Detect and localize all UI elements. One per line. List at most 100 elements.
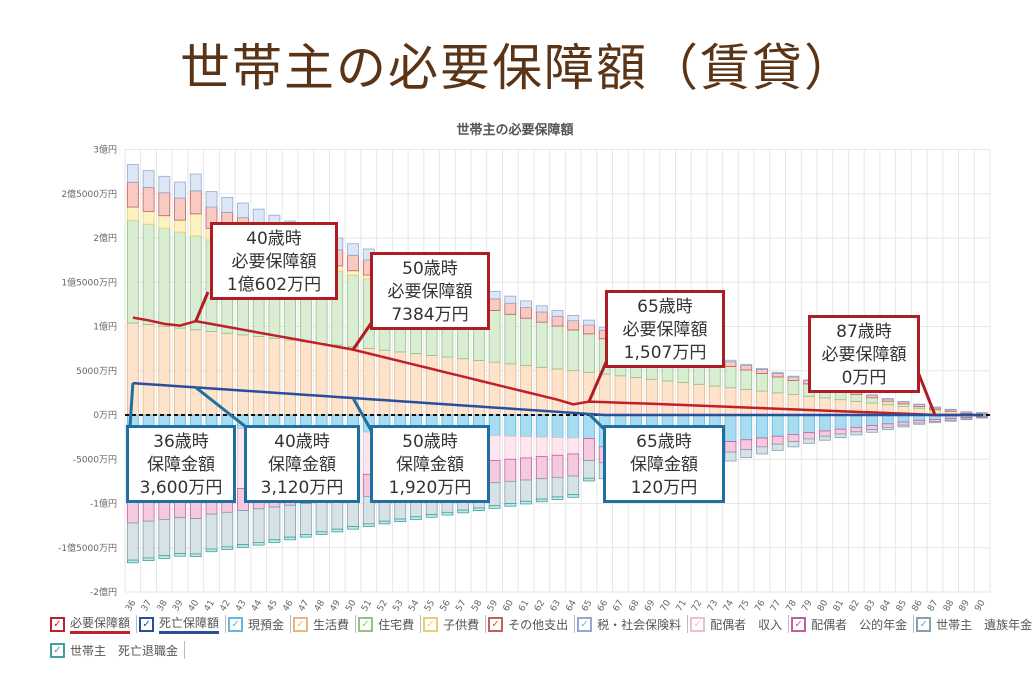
- x-tick-label: 81: [832, 599, 846, 614]
- bar-segment-s11-age62: [535, 498, 548, 503]
- bar-segment-s9-age59: [488, 460, 501, 484]
- bar-segment-s9-age78: [787, 434, 800, 442]
- bar-segment-s7-age75: [740, 363, 753, 366]
- checkbox-icon[interactable]: ✓: [139, 616, 155, 632]
- bar-segment-s10-age49: [331, 499, 344, 530]
- bar-segment-s6-age74: [724, 361, 737, 367]
- legend: ✓ 必要保障額 ✓ 死亡保障額 ✓ 現預金 ✓ 生活費 ✓ 住宅費 ✓ 子供費 ✓ その他支出 ✓ 税・社会保…: [48, 613, 1032, 665]
- x-tick-label: 64: [564, 598, 579, 613]
- bar-segment-s4-age76: [756, 373, 768, 392]
- legend-item[interactable]: ✓ 世帯主 遺族年金: [914, 615, 1036, 633]
- bar-segment-s6-age50: [347, 254, 359, 272]
- bar-segment-s3-age48: [315, 343, 328, 416]
- bar-segment-s11-age51: [362, 523, 375, 527]
- callout-text: 65歳時: [637, 297, 693, 317]
- legend-item[interactable]: ✓ 配偶者 公的年金: [789, 615, 915, 633]
- bar-segment-s6-age40: [189, 190, 202, 215]
- y-tick-label: -2億円: [90, 586, 117, 598]
- bar-segment-s3-age66: [598, 373, 611, 416]
- bar-segment-s5-age37: [142, 210, 155, 225]
- legend-label: 配偶者 公的年金: [811, 617, 908, 632]
- checkbox-icon[interactable]: ✓: [488, 616, 504, 632]
- bar-segment-s6-age62: [535, 311, 548, 323]
- x-tick-label: 67: [612, 599, 626, 614]
- bar-segment-s4-age60: [504, 313, 517, 365]
- y-tick-label: -1億円: [90, 498, 117, 510]
- bar-segment-s6-age63: [551, 315, 564, 327]
- checkbox-icon[interactable]: ✓: [293, 616, 309, 632]
- bar-segment-s9-age76: [756, 437, 768, 448]
- bar-segment-s7-age38: [158, 175, 171, 194]
- x-tick-label: 43: [234, 599, 248, 614]
- legend-item[interactable]: ✓ 税・社会保険料: [575, 615, 689, 633]
- bar-segment-s3-age52: [378, 349, 391, 416]
- legend-item[interactable]: ✓ 子供費: [421, 615, 487, 633]
- bar-segment-s6-age59: [488, 298, 501, 311]
- bar-segment-s2-age83: [866, 414, 878, 427]
- legend-item[interactable]: ✓ 住宅費: [356, 615, 422, 633]
- checkbox-icon[interactable]: ✓: [916, 616, 932, 632]
- bar-segment-s7-age39: [174, 181, 186, 199]
- callout-box: 40歳時 保障金額 3,120万円: [244, 425, 360, 503]
- x-tick-label: 72: [690, 599, 704, 614]
- bar-segment-s3-age79: [803, 395, 816, 416]
- bar-segment-s7-age41: [205, 191, 218, 208]
- bar-segment-s10-age88: [944, 419, 957, 422]
- bar-segment-s2-age59: [488, 414, 501, 437]
- bar-segment-s10-age60: [504, 480, 517, 504]
- legend-row: ✓ 必要保障額 ✓ 死亡保障額 ✓ 現預金 ✓ 生活費 ✓ 住宅費 ✓ 子供費 ✓ その他支出 ✓ 税・社会保…: [48, 613, 1032, 635]
- bar-segment-s2-age74: [724, 414, 737, 442]
- bar-segment-s11-age39: [174, 553, 186, 557]
- bar-segment-s7-age59: [488, 290, 501, 300]
- legend-item[interactable]: ✓ 必要保障額: [48, 615, 138, 634]
- callout-text: 3,120万円: [260, 478, 344, 498]
- bar-segment-s10-age62: [535, 478, 548, 500]
- legend-item[interactable]: ✓ 配偶者 収入: [688, 615, 790, 633]
- y-tick-label: -5000万円: [73, 454, 117, 465]
- bar-segment-s10-age44: [252, 508, 265, 543]
- bar-segment-s10-age89: [960, 418, 973, 421]
- legend-item[interactable]: ✓ その他支出: [486, 615, 576, 633]
- x-tick-label: 90: [973, 598, 988, 613]
- x-tick-label: 51: [360, 599, 374, 614]
- bar-segment-s4-age38: [158, 227, 171, 327]
- bar-segment-s6-age36: [126, 181, 139, 208]
- legend-item[interactable]: ✓ 生活費: [291, 615, 357, 633]
- checkbox-icon[interactable]: ✓: [690, 616, 706, 632]
- checkbox-icon[interactable]: ✓: [50, 642, 65, 658]
- bar-segment-s2-age78: [787, 414, 800, 435]
- bar-segment-s9-age36: [126, 500, 139, 524]
- bar-segment-s11-age56: [441, 511, 454, 516]
- bar-segment-s10-age75: [740, 449, 753, 458]
- bar-segment-s11-age45: [268, 539, 281, 543]
- callout-box: 65歳時 必要保障額 1,507万円: [605, 290, 725, 368]
- bar-segment-s9-age83: [866, 425, 878, 431]
- legend-item[interactable]: ✓ 死亡保障額: [137, 615, 227, 634]
- bar-segment-s2-age79: [803, 414, 816, 434]
- legend-item[interactable]: ✓ 世帯主 死亡退職金: [48, 641, 186, 659]
- x-tick-label: 59: [486, 598, 501, 613]
- legend-item[interactable]: ✓ 現預金: [226, 615, 292, 633]
- bar-segment-s6-age78: [787, 376, 800, 381]
- checkbox-icon[interactable]: ✓: [577, 616, 593, 632]
- x-tick-label: 83: [863, 599, 877, 614]
- bar-segment-s11-age63: [551, 496, 564, 500]
- callout-text: 36歳時: [153, 432, 209, 452]
- checkbox-icon[interactable]: ✓: [50, 616, 65, 632]
- x-tick-label: 53: [391, 599, 405, 614]
- bar-segment-s11-age37: [142, 557, 155, 561]
- checkbox-icon[interactable]: ✓: [358, 616, 374, 632]
- checkbox-icon[interactable]: ✓: [791, 616, 807, 632]
- bar-segment-s11-age64: [567, 494, 580, 498]
- bar-segment-s7-age63: [551, 310, 564, 317]
- bar-segment-s3-age81: [834, 399, 847, 416]
- checkbox-icon[interactable]: ✓: [423, 616, 439, 632]
- callout-text: 40歳時: [274, 432, 330, 452]
- callout-text: 1,920万円: [388, 478, 472, 498]
- bar-segment-s11-age58: [472, 507, 485, 511]
- bar-segment-s3-age51: [362, 348, 375, 416]
- callout-text: 50歳時: [402, 432, 458, 452]
- checkbox-icon[interactable]: ✓: [228, 616, 244, 632]
- bar-segment-s11-age44: [252, 542, 265, 546]
- x-tick-label: 38: [156, 598, 171, 613]
